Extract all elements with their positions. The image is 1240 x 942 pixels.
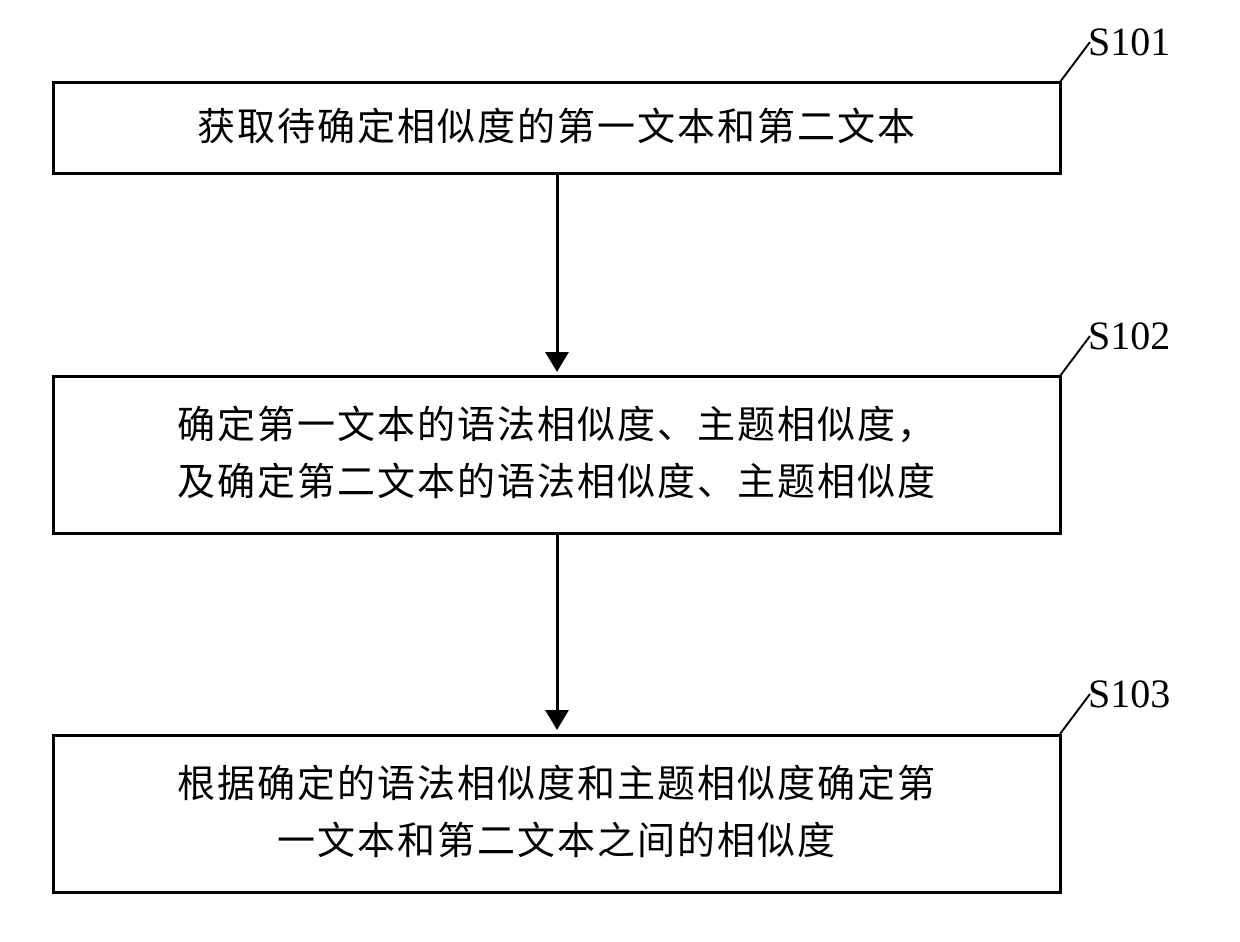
step-text-s103: 根据确定的语法相似度和主题相似度确定第 一文本和第二文本之间的相似度	[177, 757, 937, 871]
step-text-s102: 确定第一文本的语法相似度、主题相似度， 及确定第二文本的语法相似度、主题相似度	[177, 398, 937, 512]
step-label-s101: S101	[1088, 18, 1170, 65]
arrowhead-2	[545, 710, 569, 730]
step-box-s102: 确定第一文本的语法相似度、主题相似度， 及确定第二文本的语法相似度、主题相似度	[52, 375, 1062, 535]
step-label-s103: S103	[1088, 670, 1170, 717]
arrow-1	[556, 175, 559, 355]
flowchart-container: 获取待确定相似度的第一文本和第二文本 S101 确定第一文本的语法相似度、主题相…	[0, 0, 1240, 942]
step-text-s101: 获取待确定相似度的第一文本和第二文本	[197, 100, 917, 157]
arrow-2	[556, 535, 559, 713]
step-box-s101: 获取待确定相似度的第一文本和第二文本	[52, 81, 1062, 175]
arrowhead-1	[545, 352, 569, 372]
step-box-s103: 根据确定的语法相似度和主题相似度确定第 一文本和第二文本之间的相似度	[52, 734, 1062, 894]
step-label-s102: S102	[1088, 312, 1170, 359]
